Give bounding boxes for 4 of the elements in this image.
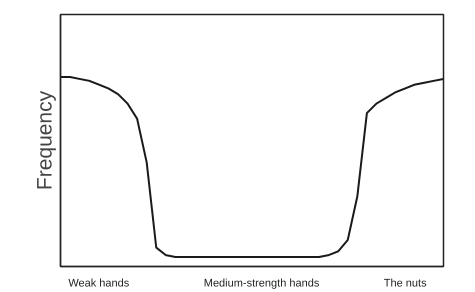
x-tick-label: Weak hands [68, 278, 130, 290]
y-axis-title: Frequency [34, 90, 56, 190]
x-tick-label: The nuts [384, 278, 428, 290]
x-tick-label: Medium-strength hands [204, 278, 320, 290]
